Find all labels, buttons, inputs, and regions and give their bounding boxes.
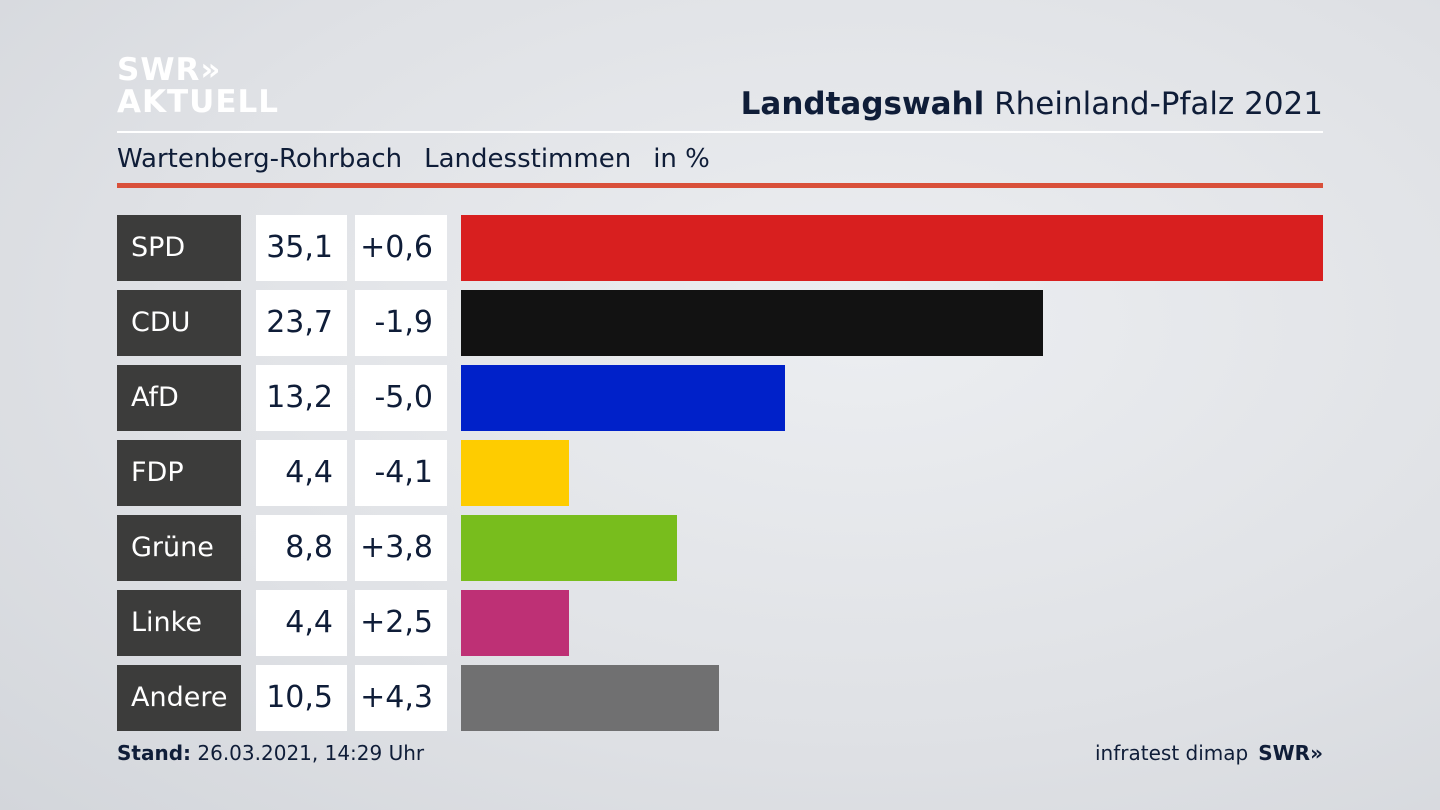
party-label: SPD xyxy=(117,215,241,281)
bar-row: CDU 23,7 -1,9 xyxy=(117,290,1323,356)
bar xyxy=(461,515,678,581)
title-rest: Rheinland-Pfalz 2021 xyxy=(994,86,1323,122)
stand-value: 26.03.2021, 14:29 Uhr xyxy=(197,741,425,765)
value-label: 13,2 xyxy=(256,365,347,431)
diff-label: -1,9 xyxy=(355,290,447,356)
bar xyxy=(461,290,1044,356)
vote-type: Landesstimmen xyxy=(424,144,632,174)
bar-row: Andere 10,5 +4,3 xyxy=(117,665,1323,731)
bar-row: FDP 4,4 -4,1 xyxy=(117,440,1323,506)
diff-label: +4,3 xyxy=(355,665,447,731)
timestamp: Stand: 26.03.2021, 14:29 Uhr xyxy=(117,741,424,765)
divider xyxy=(117,131,1323,133)
party-label: AfD xyxy=(117,365,241,431)
constituency: Wartenberg-Rohrbach xyxy=(117,144,403,174)
value-label: 8,8 xyxy=(256,515,347,581)
bar-row: Grüne 8,8 +3,8 xyxy=(117,515,1323,581)
bar-row: Linke 4,4 +2,5 xyxy=(117,590,1323,656)
bar xyxy=(461,590,570,656)
party-label: Linke xyxy=(117,590,241,656)
party-label: FDP xyxy=(117,440,241,506)
bar xyxy=(461,665,719,731)
source: infratest dimap SWR» xyxy=(1095,741,1323,765)
bar-row: SPD 35,1 +0,6 xyxy=(117,215,1323,281)
diff-label: -4,1 xyxy=(355,440,447,506)
diff-label: +2,5 xyxy=(355,590,447,656)
diff-label: +3,8 xyxy=(355,515,447,581)
value-label: 10,5 xyxy=(256,665,347,731)
party-label: CDU xyxy=(117,290,241,356)
bar-row: AfD 13,2 -5,0 xyxy=(117,365,1323,431)
bar xyxy=(461,215,1323,281)
swr-aktuell-logo: SWR» AKTUELL xyxy=(117,54,279,118)
party-label: Andere xyxy=(117,665,241,731)
diff-label: +0,6 xyxy=(355,215,447,281)
party-label: Grüne xyxy=(117,515,241,581)
value-label: 35,1 xyxy=(256,215,347,281)
stand-label: Stand: xyxy=(117,741,192,765)
chart-title: Landtagswahl Rheinland-Pfalz 2021 xyxy=(741,86,1323,122)
title-bold: Landtagswahl xyxy=(740,86,985,122)
unit: in % xyxy=(653,144,710,174)
accent-divider xyxy=(117,183,1323,188)
value-label: 4,4 xyxy=(256,590,347,656)
value-label: 23,7 xyxy=(256,290,347,356)
logo-line2: AKTUELL xyxy=(117,84,280,120)
logo-line1: SWR» xyxy=(117,52,222,88)
diff-label: -5,0 xyxy=(355,365,447,431)
swr-logo: SWR» xyxy=(1258,741,1323,765)
source-label: infratest dimap xyxy=(1095,741,1249,765)
bar xyxy=(461,365,786,431)
value-label: 4,4 xyxy=(256,440,347,506)
subtitle: Wartenberg-Rohrbach Landesstimmen in % xyxy=(117,144,732,174)
bar xyxy=(461,440,570,506)
